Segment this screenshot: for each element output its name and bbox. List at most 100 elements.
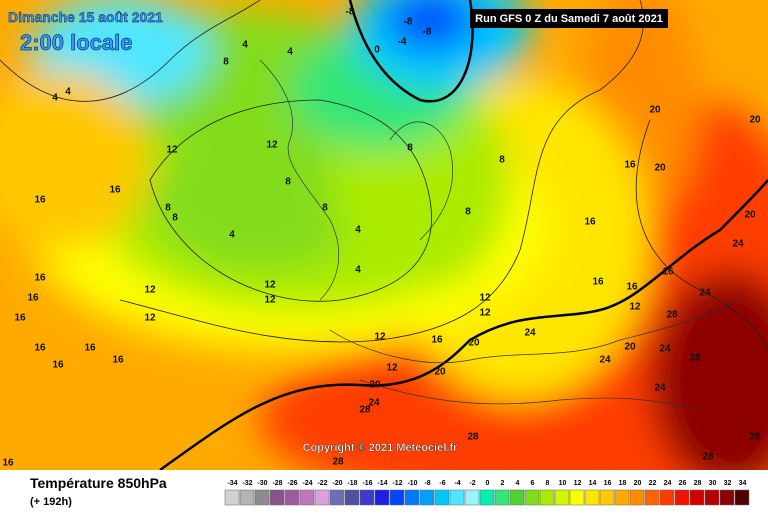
legend-label: 14 [589, 480, 597, 487]
legend-label: 32 [724, 480, 732, 487]
contour-label: 12 [166, 145, 178, 156]
contour-label: -8 [346, 7, 355, 18]
contour-label: 28 [332, 457, 344, 468]
contour-label: 16 [84, 343, 96, 354]
legend-swatch [389, 489, 405, 506]
contour-label: 16 [34, 273, 46, 284]
contour-label: 8 [172, 213, 178, 224]
contour-label: 20 [649, 105, 661, 116]
legend-label: -30 [257, 480, 267, 487]
legend-swatch [659, 489, 675, 506]
legend-label: -24 [302, 480, 312, 487]
contour-label: 28 [702, 452, 714, 463]
contour-label: 12 [386, 363, 398, 374]
legend-label: -12 [392, 480, 402, 487]
legend-label: 16 [604, 480, 612, 487]
color-legend: -34 -32 -30 -28 -26 -24 -22 -20 -18 -16 -14 -12 -10-… [224, 480, 750, 506]
contour-label: 16 [2, 458, 14, 469]
contour-label: 12 [629, 302, 641, 313]
legend-swatch [734, 489, 750, 506]
legend-swatch [509, 489, 525, 506]
contour-label: 4 [65, 87, 71, 98]
copyright: Copyright © 2021 Meteociel.fr [303, 442, 459, 454]
contour-label: 28 [749, 432, 761, 443]
legend-swatch [419, 489, 435, 506]
contour-label: 24 [699, 288, 711, 299]
contour-label: 4 [355, 225, 361, 236]
legend-swatch [554, 489, 570, 506]
legend-swatch [539, 489, 555, 506]
contour-label: 12 [144, 313, 156, 324]
contour-label: 16 [112, 355, 124, 366]
legend-swatch [224, 489, 240, 506]
legend-label: -18 [347, 480, 357, 487]
contour-label: 12 [479, 293, 491, 304]
contour-label: 8 [165, 203, 171, 214]
legend-swatch [344, 489, 360, 506]
legend-swatch [569, 489, 585, 506]
legend-swatch [254, 489, 270, 506]
contour-label: 24 [732, 239, 744, 250]
contour-label: 16 [584, 217, 596, 228]
legend-swatch [329, 489, 345, 506]
legend-swatch [269, 489, 285, 506]
legend-swatch [449, 489, 465, 506]
contour-label: 4 [287, 47, 293, 58]
legend-label: 6 [531, 480, 535, 487]
contour-label: 12 [264, 295, 276, 306]
legend-swatch [284, 489, 300, 506]
run-info: Run GFS 0 Z du Samedi 7 août 2021 [475, 13, 663, 25]
legend-label: 0 [486, 480, 490, 487]
time-title: 2:00 locale [20, 30, 133, 55]
legend-label: -16 [362, 480, 372, 487]
contour-label: 20 [468, 338, 480, 349]
contour-label: 8 [223, 57, 229, 68]
contour-label: 8 [407, 143, 413, 154]
coastlines [259, 59, 741, 411]
legend-swatch [704, 489, 720, 506]
legend-label: 18 [619, 480, 627, 487]
contour-label: 16 [431, 335, 443, 346]
legend-label: -2 [469, 480, 475, 487]
legend-label: 12 [574, 480, 582, 487]
legend-label: 26 [679, 480, 687, 487]
contour-label: 20 [749, 115, 761, 126]
contour-label: 20 [744, 210, 756, 221]
legend-swatch [644, 489, 660, 506]
legend-swatch [434, 489, 450, 506]
contour-label: 20 [369, 380, 381, 391]
contour-label: 4 [52, 93, 58, 104]
legend-label: -28 [272, 480, 282, 487]
date-title: Dimanche 15 août 2021 [8, 9, 163, 25]
legend-swatch [479, 489, 495, 506]
contour-label: 24 [654, 383, 666, 394]
contour-label: 28 [689, 353, 701, 364]
legend-label: 2 [501, 480, 505, 487]
legend-label: -8 [424, 480, 430, 487]
contour-labels: 4412161616161616161616121288412121288448… [2, 7, 761, 469]
legend-label: -10 [407, 480, 417, 487]
legend-swatch [689, 489, 705, 506]
contour-label: 16 [626, 282, 638, 293]
contour-label: 24 [368, 398, 380, 409]
contour-label: 20 [654, 163, 666, 174]
contour-label: 8 [499, 155, 505, 166]
legend-label: -4 [454, 480, 460, 487]
legend-label: 34 [739, 480, 747, 487]
contour-label: 28 [467, 432, 479, 443]
legend-swatch [374, 489, 390, 506]
legend-swatch [524, 489, 540, 506]
contour-label: 24 [659, 344, 671, 355]
contour-label: 4 [355, 265, 361, 276]
legend-label: -32 [242, 480, 252, 487]
contour-label: 12 [264, 280, 276, 291]
legend-swatch [674, 489, 690, 506]
legend-label: 20 [634, 480, 642, 487]
contour-lines [0, 0, 768, 351]
contour-label: 16 [27, 293, 39, 304]
contour-label: 8 [465, 207, 471, 218]
contour-label: 12 [144, 285, 156, 296]
contour-label: 24 [599, 355, 611, 366]
